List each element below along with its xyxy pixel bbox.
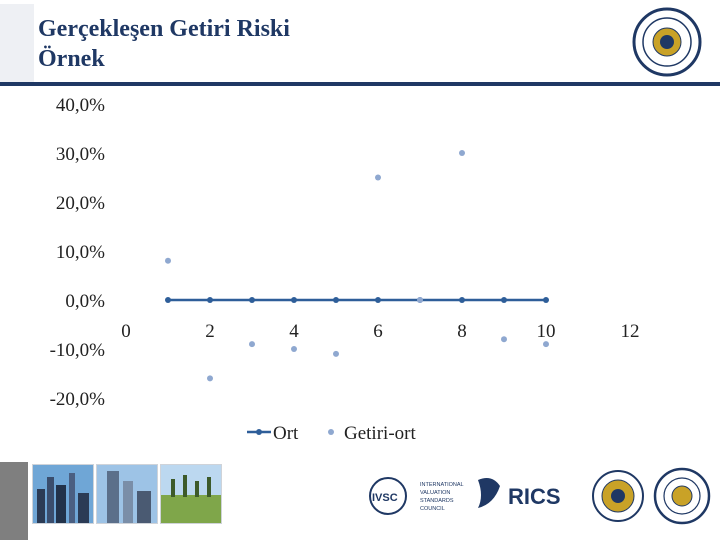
- landscape-photo: [160, 464, 222, 524]
- ort-point: [207, 297, 213, 303]
- getiri-ort-point: [459, 150, 465, 156]
- getiri-ort-point: [291, 346, 297, 352]
- ort-point: [165, 297, 171, 303]
- getiri-ort-point: [417, 297, 423, 303]
- x-tick-label: 10: [537, 321, 556, 342]
- seal-logo-1: [592, 470, 644, 522]
- ivsc-logo-text: IVSC: [372, 492, 398, 504]
- x-tick-label: 0: [121, 321, 131, 342]
- city-skyline-photo: [32, 464, 94, 524]
- y-tick-label: 10,0%: [56, 242, 105, 263]
- x-tick-label: 8: [457, 321, 467, 342]
- header-divider: [0, 82, 720, 86]
- getiri-ort-point: [543, 341, 549, 348]
- seal-logo-2: [653, 467, 711, 525]
- towers-photo: [96, 464, 158, 524]
- rics-logo-text: RICS: [508, 484, 561, 509]
- ort-point: [543, 297, 549, 303]
- legend-getiri-ort-marker: [328, 429, 334, 435]
- header-left-bar: [0, 4, 34, 82]
- x-tick-label: 2: [205, 321, 215, 342]
- y-tick-label: -20,0%: [50, 389, 106, 410]
- university-seal-icon: [632, 7, 702, 77]
- lion-icon: [478, 478, 500, 508]
- y-tick-label: 0,0%: [65, 291, 105, 312]
- rics-logo: RICS: [478, 478, 561, 509]
- getiri-ort-point: [207, 375, 213, 382]
- ivsc-logo: IVSC INTERNATIONAL VALUATION STANDARDS C…: [369, 477, 464, 515]
- ivsc-subtitle-2: VALUATION: [420, 490, 450, 496]
- slide-title-line-2: Örnek: [38, 46, 105, 72]
- x-tick-label: 4: [289, 321, 299, 342]
- legend-ort-marker: [256, 429, 262, 435]
- getiri-ort-point: [249, 341, 255, 348]
- getiri-ort-point: [375, 174, 381, 181]
- scatter-chart: 40,0% 30,0% 20,0% 10,0% 0,0% -10,0% -20,0% 0 2 4 6…: [50, 95, 640, 440]
- footer-left-bar: [0, 462, 28, 540]
- legend-ort-label: Ort: [273, 423, 299, 440]
- y-tick-label: -10,0%: [50, 340, 106, 361]
- slide-title-line-1: Gerçekleşen Getiri Riski: [38, 16, 290, 42]
- y-tick-label: 30,0%: [56, 144, 105, 165]
- ort-point: [459, 297, 465, 303]
- ort-point: [291, 297, 297, 303]
- getiri-ort-point: [333, 350, 339, 357]
- getiri-ort-point: [501, 336, 507, 343]
- ort-point: [333, 297, 339, 303]
- ort-point: [501, 297, 507, 303]
- x-tick-label: 6: [373, 321, 383, 342]
- y-tick-label: 40,0%: [56, 95, 105, 116]
- y-tick-label: 20,0%: [56, 193, 105, 214]
- ort-point: [249, 297, 255, 303]
- partner-logos: IVSC INTERNATIONAL VALUATION STANDARDS C…: [369, 467, 711, 525]
- getiri-ort-point: [165, 257, 171, 264]
- x-tick-label: 12: [621, 321, 640, 342]
- ort-point: [375, 297, 381, 303]
- ivsc-subtitle-4: COUNCIL: [420, 506, 445, 512]
- slide-title: Gerçekleşen Getiri Riski Örnek: [38, 14, 458, 74]
- ivsc-subtitle-1: INTERNATIONAL: [420, 482, 464, 488]
- legend-getiri-ort-label: Getiri-ort: [344, 423, 416, 440]
- ivsc-subtitle-3: STANDARDS: [420, 498, 454, 504]
